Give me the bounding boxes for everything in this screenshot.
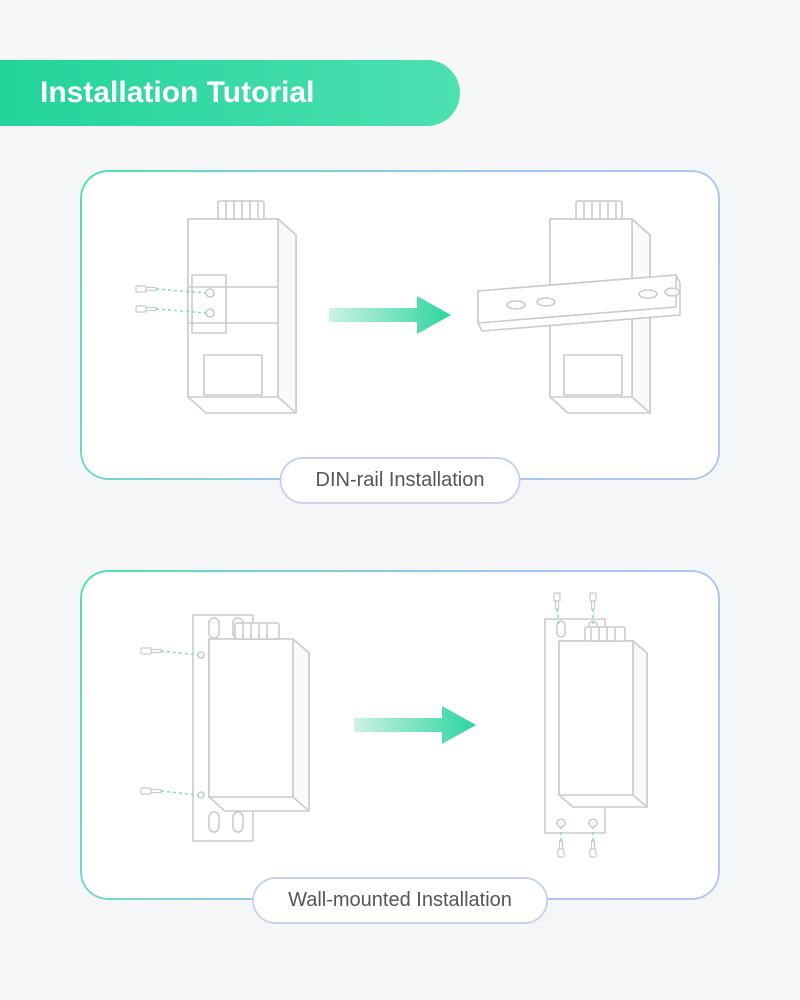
device-on-rail-icon: [472, 195, 682, 435]
device-wall-mounted-icon: [507, 585, 677, 865]
din-rail-card: DIN-rail Installation: [80, 170, 720, 480]
din-rail-step-2: [472, 195, 682, 435]
wall-mount-step-2: [507, 585, 677, 865]
din-rail-step-1: [118, 195, 308, 435]
tutorial-title-text: Installation Tutorial: [40, 76, 314, 109]
device-with-screws-icon: [118, 195, 308, 435]
din-rail-diagram-row: [80, 170, 720, 480]
arrow-icon: [350, 702, 480, 748]
tutorial-title-pill: Installation Tutorial: [0, 60, 460, 126]
arrow-icon: [325, 292, 455, 338]
wall-mount-step-1: [123, 595, 323, 855]
wall-mount-label-pill: Wall-mounted Installation: [252, 877, 548, 924]
wall-mount-diagram-row: [80, 570, 720, 900]
wall-mount-card: Wall-mounted Installation: [80, 570, 720, 900]
wall-mount-label-text: Wall-mounted Installation: [288, 889, 512, 911]
din-rail-label-pill: DIN-rail Installation: [280, 457, 521, 504]
din-rail-label-text: DIN-rail Installation: [316, 469, 485, 491]
device-with-bracket-icon: [123, 595, 323, 855]
